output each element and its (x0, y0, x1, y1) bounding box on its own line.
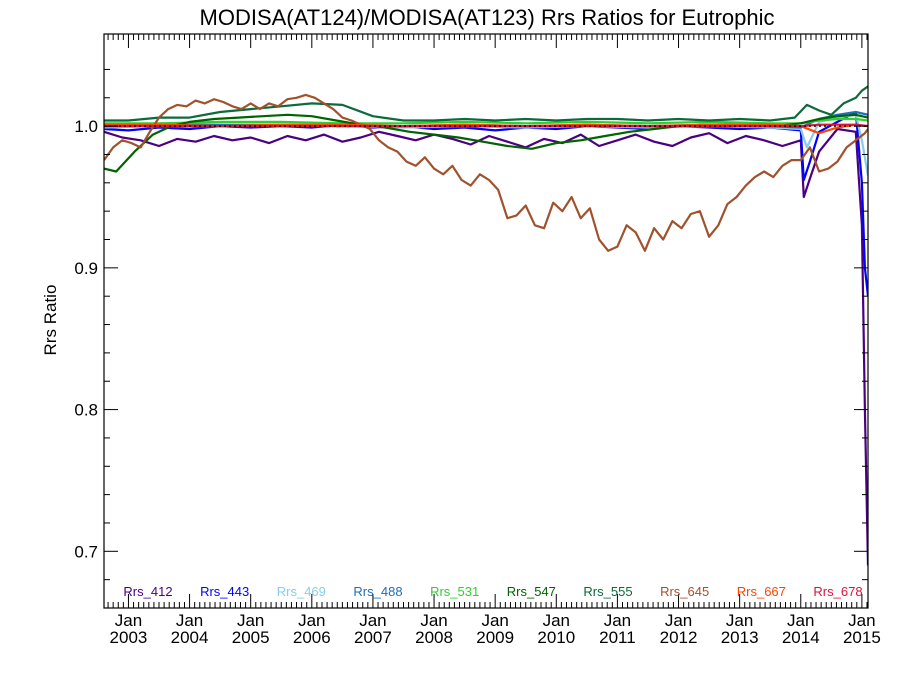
legend-item-rrs-443: Rrs_443 (200, 584, 249, 599)
legend: Rrs_412 Rrs_443 Rrs_469 Rrs_488 Rrs_531 Rrs_5… (123, 584, 862, 599)
chart-title: MODISA(AT124)/MODISA(AT123) Rrs Ratios f… (200, 5, 775, 30)
x-tick-label: 2004 (171, 628, 209, 647)
x-tick-label: 2012 (660, 628, 698, 647)
y-tick-label: 0.8 (74, 401, 98, 420)
legend-item-rrs-469: Rrs_469 (277, 584, 326, 599)
y-tick-label: 0.7 (74, 542, 98, 561)
legend-item-rrs-531: Rrs_531 (430, 584, 479, 599)
y-axis-label: Rrs Ratio (41, 285, 60, 356)
series-line-rrs-443 (104, 110, 868, 297)
y-tick-label: 1.0 (74, 117, 98, 136)
legend-item-rrs-678: Rrs_678 (813, 584, 862, 599)
series-line-rrs-412 (104, 127, 868, 566)
legend-item-rrs-645: Rrs_645 (660, 584, 709, 599)
series-line-rrs-645 (104, 93, 868, 252)
x-tick-label: 2010 (537, 628, 575, 647)
x-tick-label: 2013 (721, 628, 759, 647)
series-line-rrs-555 (104, 85, 868, 122)
x-tick-label: 2014 (782, 628, 820, 647)
legend-item-rrs-412: Rrs_412 (123, 584, 172, 599)
x-tick-label: 2007 (354, 628, 392, 647)
x-tick-label: Jan (237, 611, 264, 630)
plot-frame (103, 33, 869, 609)
x-tick-label: Jan (665, 611, 692, 630)
legend-item-rrs-547: Rrs_547 (507, 584, 556, 599)
x-tick-label: 2009 (476, 628, 514, 647)
x-tick-label: Jan (787, 611, 814, 630)
series-line-rrs-531 (104, 117, 868, 125)
x-tick-label: 2006 (293, 628, 331, 647)
x-tick-label: Jan (726, 611, 753, 630)
x-tick-label: 2011 (599, 628, 636, 647)
x-tick-label: Jan (115, 611, 142, 630)
legend-item-rrs-488: Rrs_488 (353, 584, 402, 599)
x-tick-label: 2003 (110, 628, 148, 647)
legend-item-rrs-667: Rrs_667 (737, 584, 786, 599)
x-tick-label: 2005 (232, 628, 270, 647)
series-layer (104, 85, 868, 566)
x-tick-label: Jan (481, 611, 508, 630)
x-tick-label: 2015 (843, 628, 881, 647)
x-tick-label: Jan (298, 611, 325, 630)
legend-item-rrs-555: Rrs_555 (583, 584, 632, 599)
y-tick-label: 0.9 (74, 259, 98, 278)
axes-layer: 0.70.80.91.0Jan2003Jan2004Jan2005Jan2006… (74, 33, 881, 647)
x-tick-label: Jan (543, 611, 570, 630)
x-tick-label: 2008 (415, 628, 453, 647)
x-tick-label: Jan (848, 611, 875, 630)
x-tick-label: Jan (604, 611, 631, 630)
x-tick-label: Jan (176, 611, 203, 630)
x-tick-label: Jan (420, 611, 447, 630)
x-tick-label: Jan (359, 611, 386, 630)
